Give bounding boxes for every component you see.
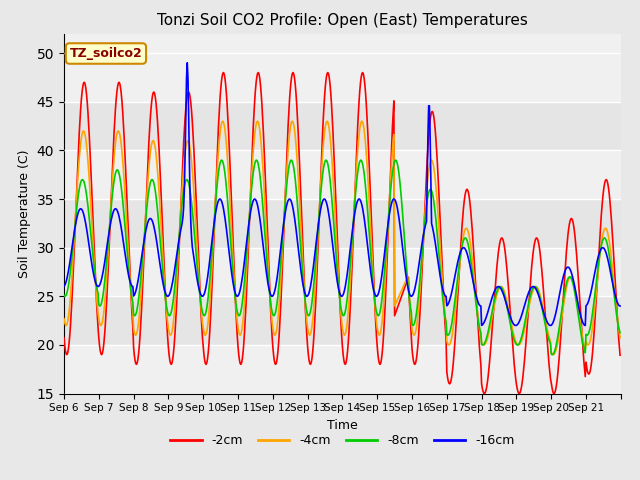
Bar [64, 102, 621, 150]
Title: Tonzi Soil CO2 Profile: Open (East) Temperatures: Tonzi Soil CO2 Profile: Open (East) Temp… [157, 13, 528, 28]
Y-axis label: Soil Temperature (C): Soil Temperature (C) [18, 149, 31, 278]
Text: TZ_soilco2: TZ_soilco2 [70, 47, 142, 60]
Bar [64, 199, 621, 248]
Bar [64, 296, 621, 345]
Legend: -2cm, -4cm, -8cm, -16cm: -2cm, -4cm, -8cm, -16cm [165, 429, 520, 452]
X-axis label: Time: Time [327, 419, 358, 432]
